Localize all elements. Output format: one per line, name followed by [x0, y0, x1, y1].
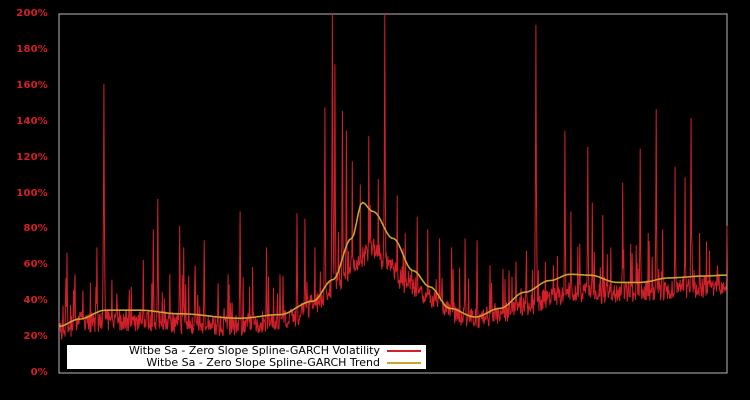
- y-tick-label: 120%: [16, 151, 48, 163]
- legend-label-volatility: Witbe Sa - Zero Slope Spline-GARCH Volat…: [128, 344, 380, 357]
- plot-border: [58, 13, 728, 374]
- volatility-line: [58, 13, 728, 341]
- legend-volatility-line-icon: [387, 350, 421, 352]
- y-tick-label: 140%: [16, 115, 48, 127]
- legend-box: Witbe Sa - Zero Slope Spline-GARCH Volat…: [66, 344, 427, 370]
- legend-entry-trend: Witbe Sa - Zero Slope Spline-GARCH Trend: [67, 357, 421, 369]
- y-tick-label: 20%: [23, 331, 48, 343]
- y-tick-label: 180%: [16, 43, 48, 55]
- legend-entry-volatility: Witbe Sa - Zero Slope Spline-GARCH Volat…: [67, 345, 421, 357]
- legend-label-trend: Witbe Sa - Zero Slope Spline-GARCH Trend: [146, 356, 380, 369]
- trend-line: [58, 201, 727, 328]
- y-tick-label: 80%: [23, 223, 48, 235]
- legend-trend-line-icon: [387, 362, 421, 364]
- y-tick-label: 40%: [23, 295, 48, 307]
- y-tick-label: 200%: [16, 8, 48, 19]
- y-tick-label: 0%: [30, 367, 48, 378]
- y-tick-label: 60%: [23, 259, 48, 271]
- y-tick-label: 160%: [16, 79, 48, 91]
- y-tick-label: 100%: [16, 187, 48, 199]
